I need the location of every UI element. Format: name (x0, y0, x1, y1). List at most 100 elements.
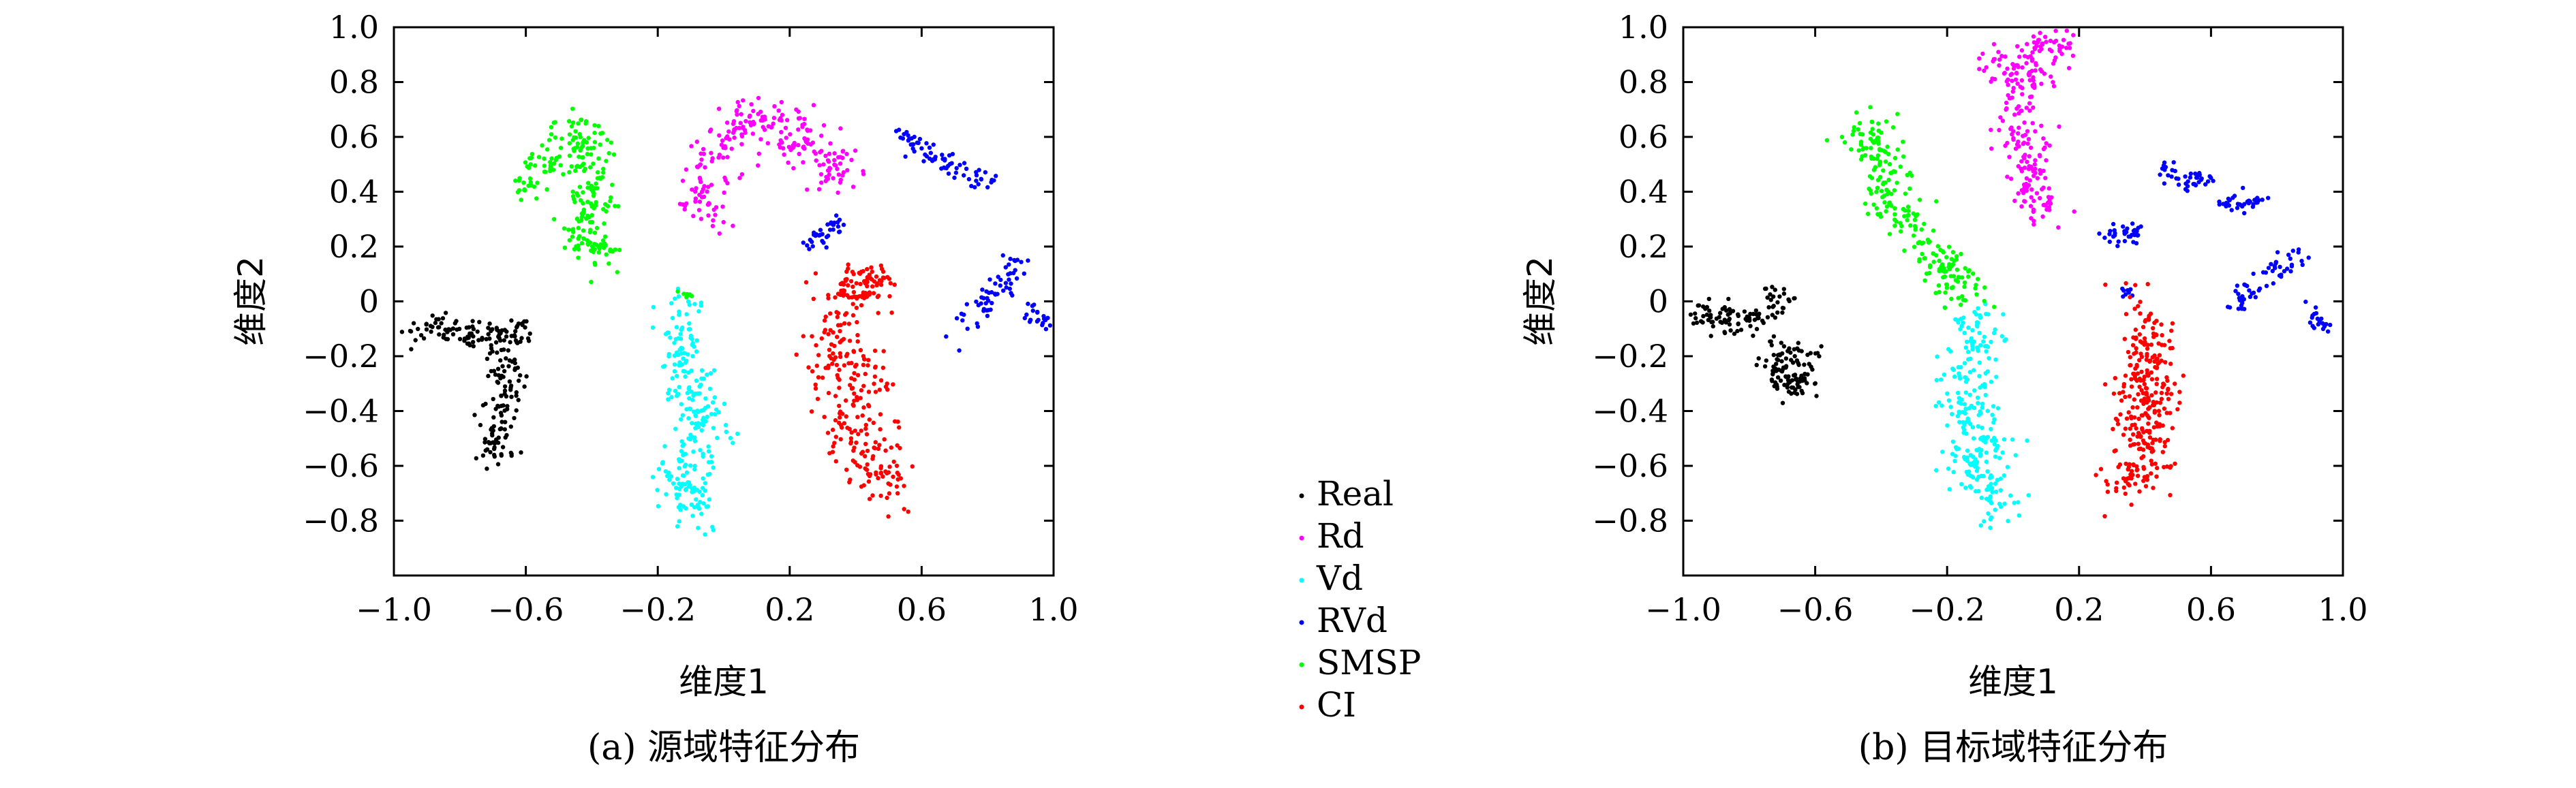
data-point (2136, 392, 2141, 397)
data-point (2129, 502, 2134, 507)
data-point (2017, 513, 2021, 518)
data-point (450, 332, 456, 336)
x-tick-label: −1.0 (356, 591, 432, 628)
data-point (2116, 239, 2121, 244)
data-point (2143, 340, 2147, 345)
data-point (457, 326, 462, 332)
data-point (910, 146, 915, 151)
data-point (1873, 165, 1877, 170)
data-point (2170, 168, 2175, 172)
data-point (567, 170, 572, 174)
data-point (1965, 339, 1969, 344)
data-point (1933, 403, 1938, 409)
data-point (1779, 359, 1784, 364)
data-point (2144, 392, 2149, 397)
data-point (2137, 489, 2142, 494)
data-point (1977, 360, 1982, 365)
data-point (2299, 258, 2304, 264)
data-point (1922, 221, 1927, 226)
data-point (2166, 396, 2171, 402)
data-point (716, 106, 722, 111)
data-point (2140, 427, 2145, 432)
x-tick-label: 1.0 (1028, 591, 1078, 628)
data-point (870, 269, 875, 274)
data-point (1990, 490, 1995, 494)
data-point (585, 200, 590, 204)
data-point (863, 422, 869, 428)
data-point (1991, 420, 1996, 425)
data-point (1905, 204, 1911, 209)
y-tick-label: −0.4 (1592, 393, 1668, 430)
data-point (2175, 407, 2180, 412)
data-point (1934, 199, 1939, 204)
data-point (1888, 202, 1893, 207)
data-point (1864, 146, 1869, 151)
data-point (998, 283, 1003, 288)
data-point (1871, 156, 1876, 161)
data-point (2025, 438, 2029, 443)
data-point (876, 475, 880, 481)
data-point (701, 407, 706, 412)
data-point (1988, 525, 1993, 531)
data-point (739, 112, 743, 116)
data-point (2170, 426, 2175, 430)
data-point (709, 460, 714, 464)
data-point (2136, 225, 2141, 230)
legend-marker (1299, 704, 1304, 710)
data-point (1959, 324, 1964, 328)
data-point (2053, 29, 2058, 33)
data-point (867, 272, 872, 277)
data-point (680, 178, 686, 183)
data-point (522, 384, 527, 389)
data-point (2002, 501, 2007, 506)
data-point (677, 486, 682, 491)
data-point (1019, 259, 1024, 264)
data-point (852, 377, 857, 382)
data-point (2185, 189, 2190, 193)
data-point (558, 146, 564, 151)
data-point (2004, 107, 2008, 112)
data-point (2105, 482, 2110, 487)
data-point (906, 133, 910, 138)
data-point (893, 419, 898, 424)
data-point (870, 456, 875, 461)
data-point (698, 500, 703, 505)
data-point (601, 170, 606, 175)
data-point (1001, 288, 1006, 293)
data-point (2154, 381, 2159, 386)
data-point (860, 413, 865, 418)
data-point (532, 184, 537, 189)
data-point (470, 319, 475, 324)
data-point (585, 146, 590, 151)
data-point (499, 347, 504, 353)
data-point (852, 371, 857, 376)
data-point (523, 160, 528, 165)
data-point (679, 362, 684, 367)
data-point (1998, 488, 2003, 492)
data-point (668, 335, 673, 340)
data-point (812, 149, 816, 154)
data-point (493, 340, 499, 345)
data-point (849, 386, 855, 391)
data-point (882, 275, 887, 281)
data-point (1892, 188, 1897, 193)
data-point (681, 504, 686, 509)
data-point (2005, 464, 2010, 469)
data-point (696, 163, 701, 169)
data-point (851, 448, 856, 453)
data-point (838, 126, 843, 131)
data-point (1940, 450, 1945, 454)
data-point (439, 321, 444, 326)
data-point (859, 428, 863, 433)
data-point (2031, 105, 2036, 110)
data-point (1883, 180, 1888, 185)
data-point (855, 319, 859, 325)
data-point (1980, 383, 1985, 388)
data-point (2162, 406, 2167, 411)
data-point (833, 435, 839, 439)
data-point (801, 240, 806, 245)
data-point (2043, 176, 2048, 180)
data-point (953, 170, 959, 175)
data-point (1777, 353, 1783, 358)
data-point (976, 182, 981, 187)
